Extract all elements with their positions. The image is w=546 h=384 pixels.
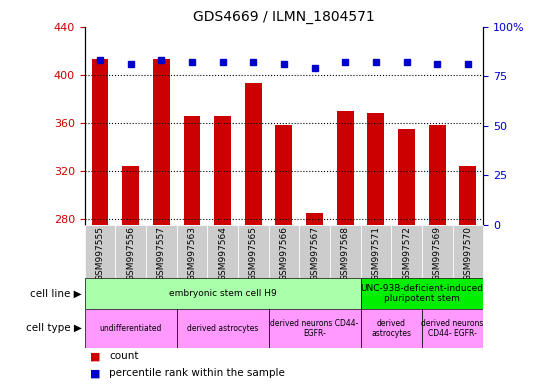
Bar [398, 129, 415, 225]
Bar [207, 225, 238, 278]
Text: GSM997555: GSM997555 [96, 226, 104, 281]
Bar [422, 309, 483, 348]
Text: GSM997571: GSM997571 [371, 226, 381, 281]
Text: cell line ▶: cell line ▶ [30, 289, 82, 299]
Text: undifferentiated: undifferentiated [99, 324, 162, 333]
Text: cell type ▶: cell type ▶ [26, 323, 82, 333]
Bar [453, 225, 483, 278]
Bar [330, 225, 360, 278]
Text: GSM997565: GSM997565 [249, 226, 258, 281]
Bar [92, 59, 109, 225]
Text: percentile rank within the sample: percentile rank within the sample [109, 368, 285, 379]
Bar [360, 309, 422, 348]
Text: GSM997567: GSM997567 [310, 226, 319, 281]
Bar [85, 278, 360, 309]
Bar [245, 83, 262, 225]
Text: GSM997564: GSM997564 [218, 226, 227, 281]
Bar [391, 225, 422, 278]
Bar [115, 225, 146, 278]
Text: ■: ■ [90, 351, 100, 361]
Bar [176, 309, 269, 348]
Text: GSM997556: GSM997556 [126, 226, 135, 281]
Bar [306, 213, 323, 225]
Text: GSM997566: GSM997566 [280, 226, 288, 281]
Bar [269, 225, 299, 278]
Text: derived astrocytes: derived astrocytes [187, 324, 258, 333]
Bar [214, 116, 231, 225]
Text: ■: ■ [90, 368, 100, 379]
Bar [337, 111, 354, 225]
Text: GSM997557: GSM997557 [157, 226, 166, 281]
Text: derived neurons
CD44- EGFR-: derived neurons CD44- EGFR- [422, 319, 484, 338]
Text: GSM997570: GSM997570 [464, 226, 472, 281]
Text: count: count [109, 351, 139, 361]
Text: GSM997568: GSM997568 [341, 226, 350, 281]
Bar [429, 125, 446, 225]
Bar [176, 225, 207, 278]
Bar [146, 225, 176, 278]
Bar [183, 116, 200, 225]
Bar [422, 225, 453, 278]
Bar [299, 225, 330, 278]
Bar [459, 166, 476, 225]
Bar [360, 225, 391, 278]
Bar [360, 278, 483, 309]
Bar [276, 125, 292, 225]
Text: GSM997572: GSM997572 [402, 226, 411, 281]
Text: embryonic stem cell H9: embryonic stem cell H9 [169, 289, 276, 298]
Text: derived
astrocytes: derived astrocytes [371, 319, 411, 338]
Bar [153, 59, 170, 225]
Bar [122, 166, 139, 225]
Text: GSM997569: GSM997569 [433, 226, 442, 281]
Text: derived neurons CD44-
EGFR-: derived neurons CD44- EGFR- [270, 319, 359, 338]
Bar [269, 309, 360, 348]
Title: GDS4669 / ILMN_1804571: GDS4669 / ILMN_1804571 [193, 10, 375, 25]
Bar [367, 113, 384, 225]
Bar [85, 309, 176, 348]
Text: UNC-93B-deficient-induced
pluripotent stem: UNC-93B-deficient-induced pluripotent st… [360, 284, 483, 303]
Bar [85, 225, 115, 278]
Bar [238, 225, 269, 278]
Text: GSM997563: GSM997563 [187, 226, 197, 281]
